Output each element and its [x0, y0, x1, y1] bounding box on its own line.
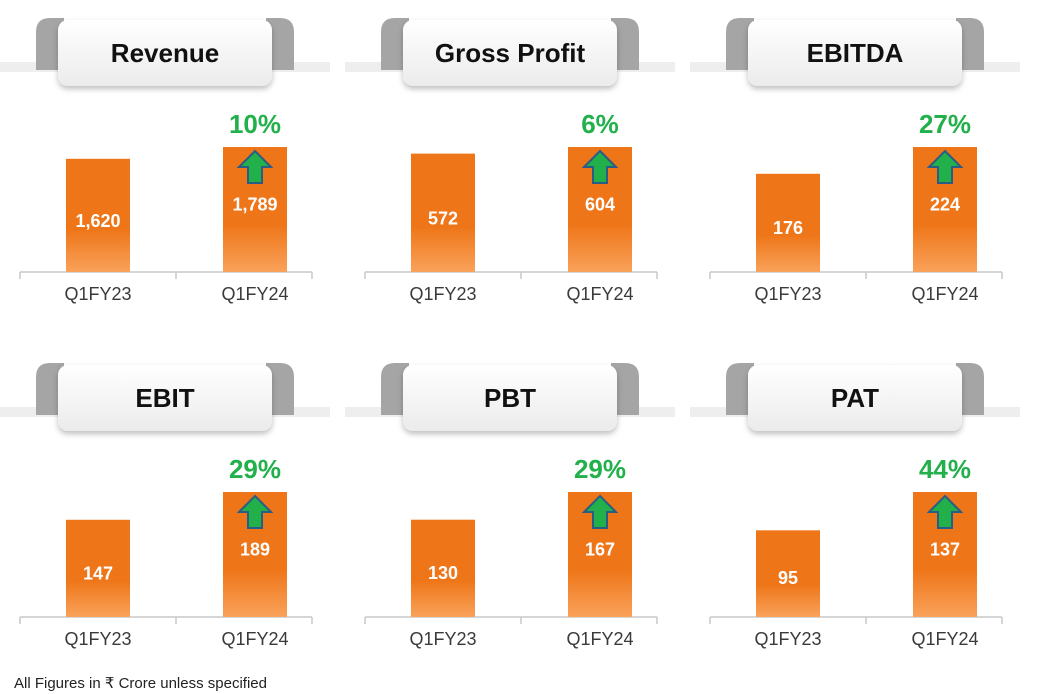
tick-label: Q1FY24 — [221, 629, 288, 649]
header-tab-left — [726, 18, 754, 70]
header-box — [748, 365, 962, 431]
chart-svg: PAT 95 Q1FY23 137 Q1FY24 44% — [690, 363, 1020, 649]
up-arrow-icon — [926, 494, 964, 529]
tick-label: Q1FY23 — [409, 629, 476, 649]
tick-label: Q1FY24 — [566, 629, 633, 649]
chart-svg: PBT 130 Q1FY23 167 Q1FY24 29% — [345, 363, 675, 649]
chart-panel-revenue: Revenue 1,620 Q1FY23 1,789 Q1FY24 10% — [0, 0, 330, 320]
chart-title: Gross Profit — [435, 38, 586, 68]
value-label: 137 — [930, 540, 960, 560]
value-label: 1,620 — [75, 211, 120, 231]
tick-label: Q1FY23 — [754, 284, 821, 304]
bar-q1fy23 — [411, 153, 475, 272]
header-tab-right — [956, 18, 984, 70]
header-tab-right — [611, 363, 639, 415]
header-tab-left — [381, 18, 409, 70]
growth-label: 29% — [574, 454, 626, 484]
value-label: 1,789 — [232, 195, 277, 215]
chart-svg: EBIT 147 Q1FY23 189 Q1FY24 29% — [0, 363, 330, 649]
tick-label: Q1FY23 — [64, 284, 131, 304]
header-tab-right — [611, 18, 639, 70]
chart-panel-pbt: PBT 130 Q1FY23 167 Q1FY24 29% — [345, 345, 675, 665]
up-arrow-icon — [926, 149, 964, 184]
header-tab-left — [36, 18, 64, 70]
growth-label: 27% — [919, 109, 971, 139]
tick-label: Q1FY24 — [566, 284, 633, 304]
bar-q1fy23 — [66, 158, 130, 272]
chart-title: PBT — [484, 383, 536, 413]
header-tab-left — [36, 363, 64, 415]
chart-svg: EBITDA 176 Q1FY23 224 Q1FY24 27% — [690, 18, 1020, 304]
growth-label: 6% — [581, 109, 619, 139]
chart-title: EBITDA — [807, 38, 904, 68]
up-arrow-icon — [581, 149, 619, 184]
chart-panel-ebit: EBIT 147 Q1FY23 189 Q1FY24 29% — [0, 345, 330, 665]
header-box — [748, 20, 962, 86]
header-tab-left — [381, 363, 409, 415]
footnote: All Figures in ₹ Crore unless specified — [14, 675, 267, 692]
growth-label: 44% — [919, 454, 971, 484]
header-tab-right — [266, 363, 294, 415]
tick-label: Q1FY23 — [409, 284, 476, 304]
growth-label: 29% — [229, 454, 281, 484]
up-arrow-icon — [236, 149, 274, 184]
chart-panel-gross-profit: Gross Profit 572 Q1FY23 604 Q1FY24 6% — [345, 0, 675, 320]
header-box — [403, 20, 617, 86]
header-tab-right — [956, 363, 984, 415]
bar-q1fy23 — [756, 530, 820, 617]
bar-q1fy23 — [66, 519, 130, 617]
bar-q1fy23 — [756, 173, 820, 272]
value-label: 130 — [428, 563, 458, 583]
chart-title: PAT — [831, 383, 879, 413]
chart-title: EBIT — [135, 383, 194, 413]
header-box — [58, 20, 272, 86]
chart-title: Revenue — [111, 38, 219, 68]
header-box — [403, 365, 617, 431]
header-tab-left — [726, 363, 754, 415]
tick-label: Q1FY23 — [64, 629, 131, 649]
value-label: 604 — [585, 195, 615, 215]
header-box — [58, 365, 272, 431]
up-arrow-icon — [236, 494, 274, 529]
tick-label: Q1FY24 — [911, 629, 978, 649]
tick-label: Q1FY23 — [754, 629, 821, 649]
chart-panel-ebitda: EBITDA 176 Q1FY23 224 Q1FY24 27% — [690, 0, 1020, 320]
up-arrow-icon — [581, 494, 619, 529]
value-label: 189 — [240, 540, 270, 560]
tick-label: Q1FY24 — [911, 284, 978, 304]
value-label: 572 — [428, 209, 458, 229]
chart-panel-pat: PAT 95 Q1FY23 137 Q1FY24 44% — [690, 345, 1020, 665]
value-label: 95 — [778, 568, 798, 588]
value-label: 176 — [773, 218, 803, 238]
value-label: 167 — [585, 540, 615, 560]
value-label: 147 — [83, 563, 113, 583]
chart-svg: Gross Profit 572 Q1FY23 604 Q1FY24 6% — [345, 18, 675, 304]
tick-label: Q1FY24 — [221, 284, 288, 304]
value-label: 224 — [930, 195, 960, 215]
header-tab-right — [266, 18, 294, 70]
bar-q1fy23 — [411, 519, 475, 617]
growth-label: 10% — [229, 109, 281, 139]
chart-svg: Revenue 1,620 Q1FY23 1,789 Q1FY24 10% — [0, 18, 330, 304]
